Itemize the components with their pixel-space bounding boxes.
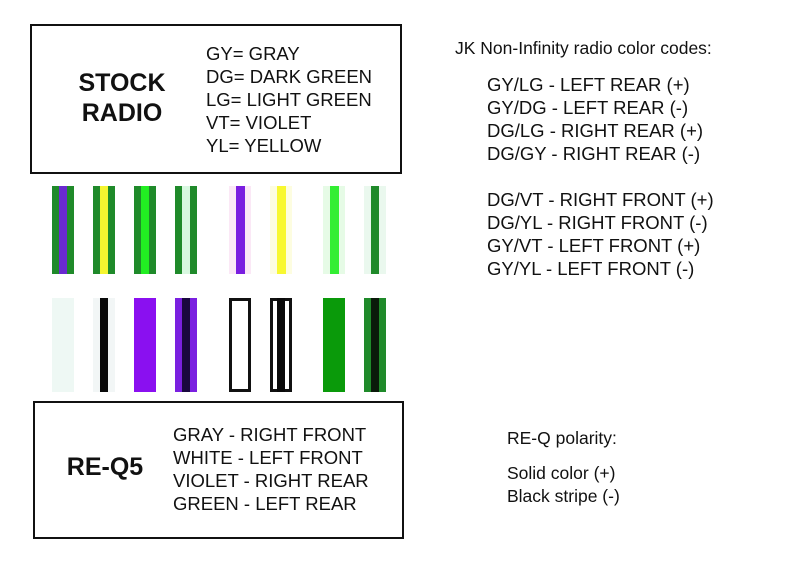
jk-heading: JK Non-Infinity radio color codes: [455, 38, 712, 58]
wire-stripe [59, 186, 67, 274]
wire-stripe [276, 186, 286, 274]
wire-stripe [100, 298, 108, 392]
wire-bottom-3 [134, 298, 156, 392]
stock-radio-title: STOCK RADIO [78, 69, 166, 127]
req5-legend: GRAY - RIGHT FRONT WHITE - LEFT FRONT VI… [173, 424, 369, 514]
wire-stripe [182, 186, 190, 274]
polarity-heading: RE-Q polarity: [507, 428, 617, 448]
wire-stripe [235, 186, 245, 274]
stock-radio-legend: GY= GRAY DG= DARK GREEN LG= LIGHT GREEN … [206, 43, 373, 156]
wire-stripe [100, 186, 108, 274]
wire-stripe [371, 186, 379, 274]
stock-radio-box [30, 24, 402, 174]
polarity-legend: Solid color (+) Black stripe (-) [507, 463, 620, 506]
wire-bottom-7 [323, 298, 345, 392]
wire-stripe [329, 186, 339, 274]
req5-box [33, 401, 404, 539]
wire-bottom-5 [229, 298, 251, 392]
wire-stripe [371, 298, 379, 392]
req5-title: RE-Q5 [66, 453, 144, 481]
wire-stripe [277, 298, 285, 392]
jk-front-codes: DG/VT - RIGHT FRONT (+) DG/YL - RIGHT FR… [487, 189, 714, 279]
wire-bottom-1 [52, 298, 74, 392]
wire-stripe [141, 186, 149, 274]
jk-rear-codes: GY/LG - LEFT REAR (+) GY/DG - LEFT REAR … [487, 74, 704, 164]
wire-stripe [182, 298, 190, 392]
